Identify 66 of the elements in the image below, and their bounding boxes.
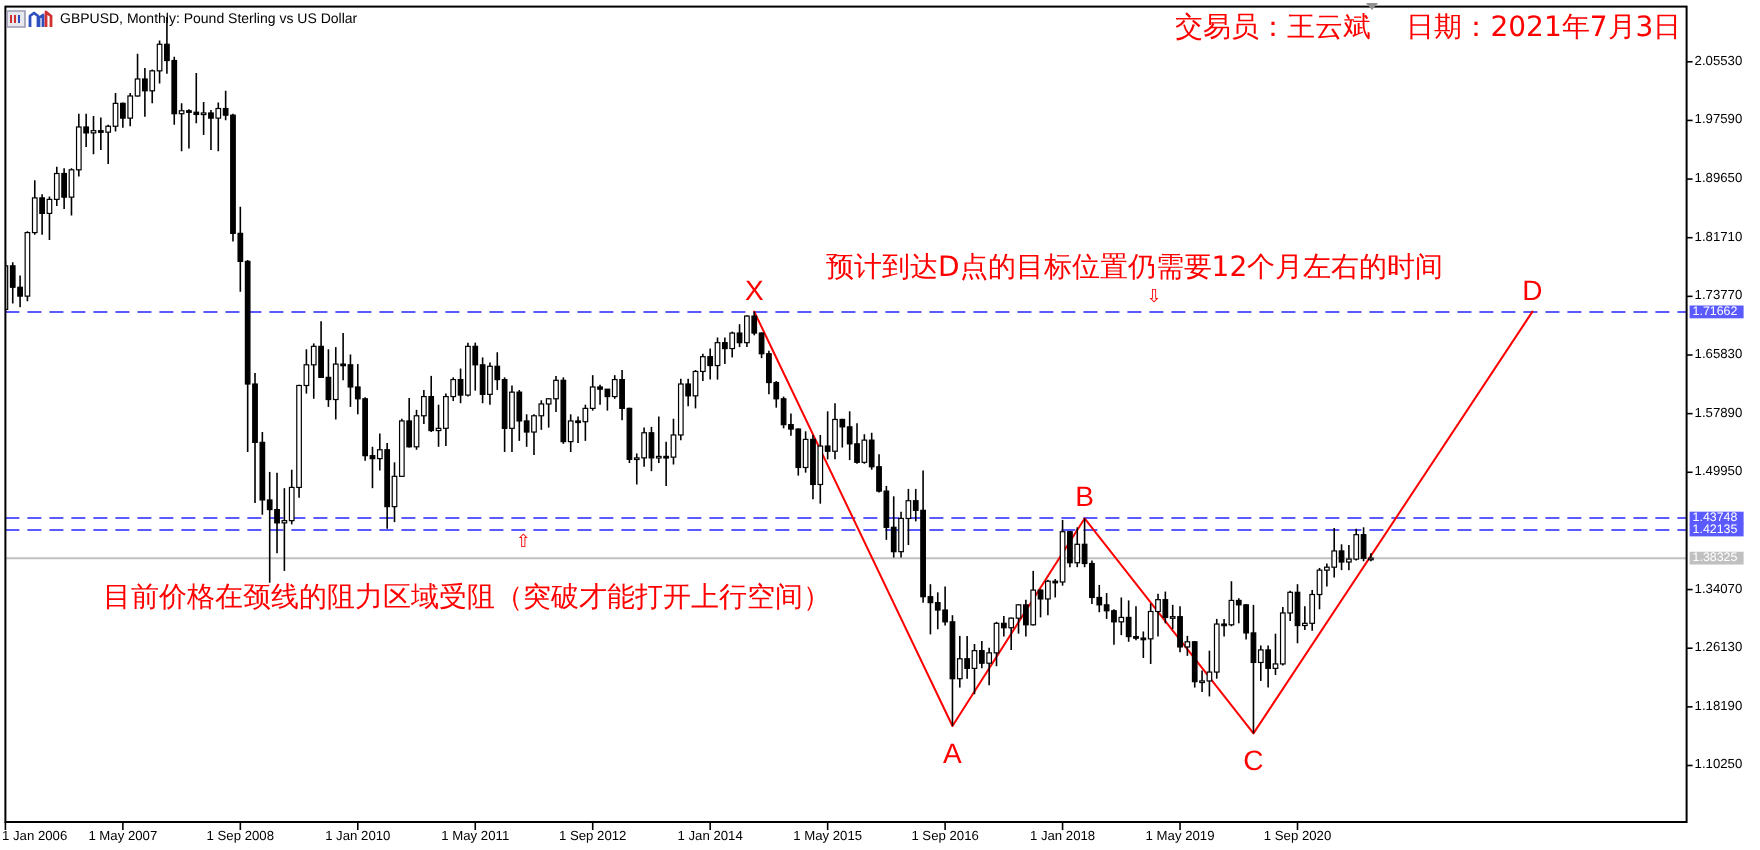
candlestick: [281, 487, 288, 572]
candlestick: [729, 330, 736, 359]
candlestick: [142, 67, 148, 118]
annotation: ⇧: [515, 533, 531, 553]
candlestick: [1177, 605, 1183, 653]
candlestick: [817, 434, 824, 505]
candlestick: [1074, 526, 1081, 568]
candlestick: [1360, 526, 1367, 563]
candlestick: [1265, 644, 1272, 689]
candlestick: [575, 415, 581, 444]
candlestick: [509, 384, 515, 453]
candlestick: [97, 116, 104, 151]
candlestick: [1111, 608, 1117, 646]
candlestick: [1125, 599, 1132, 643]
annotation: C: [1243, 744, 1264, 777]
candlestick: [1037, 588, 1044, 619]
annotation: ⇩: [1146, 288, 1162, 308]
annotation: A: [943, 736, 964, 769]
annotation: D: [1522, 273, 1543, 306]
candlestick: [934, 591, 941, 631]
candlestick: [53, 166, 60, 207]
candlestick: [325, 348, 332, 408]
candlestick: [347, 353, 354, 408]
candlestick: [744, 314, 750, 348]
annotation: 交易员：王云斌 日期：2021年7月3日: [1174, 12, 1682, 44]
candlestick: [215, 101, 222, 153]
candlestick: [1133, 605, 1139, 642]
candlestick: [1015, 603, 1022, 635]
candlestick: [90, 115, 97, 156]
candlestick: [890, 495, 897, 559]
candlestick: [832, 402, 838, 461]
candlestick: [472, 341, 479, 392]
candlestick: [648, 426, 655, 472]
candlestick: [274, 471, 280, 554]
candlestick: [1155, 592, 1161, 638]
candlestick: [655, 415, 662, 464]
candlestick: [1045, 578, 1051, 616]
annotation: B: [1075, 480, 1094, 513]
annotation: 目前价格在颈线的阻力区域受阻（突破才能打开上行空间）: [103, 582, 832, 614]
candlestick: [597, 383, 603, 406]
candlestick: [964, 635, 971, 680]
candlestick: [9, 261, 16, 305]
candlestick: [810, 434, 816, 501]
candlestick: [721, 336, 728, 365]
candlestick: [1338, 543, 1345, 571]
candlestick: [200, 101, 207, 136]
candlestick: [428, 375, 435, 433]
candlestick: [1118, 596, 1125, 636]
candlestick: [119, 101, 126, 129]
annotation: 预计到达D点的目标位置仍需要12个月左右的时间: [826, 252, 1444, 284]
candlestick: [208, 109, 214, 151]
candlestick: [707, 347, 714, 381]
candlestick: [1353, 527, 1360, 562]
candlestick: [854, 422, 860, 465]
candlestick: [736, 323, 743, 348]
candlestick: [516, 389, 523, 442]
annotation: X: [744, 273, 765, 306]
candlestick: [846, 410, 853, 461]
candlestick: [663, 440, 670, 487]
candlestick: [1147, 602, 1154, 665]
candlestick: [1191, 640, 1198, 689]
candlestick: [61, 167, 68, 210]
candlestick: [1331, 527, 1338, 579]
candlestick: [839, 417, 846, 449]
candlestick: [39, 193, 45, 236]
candlestick: [310, 342, 317, 400]
